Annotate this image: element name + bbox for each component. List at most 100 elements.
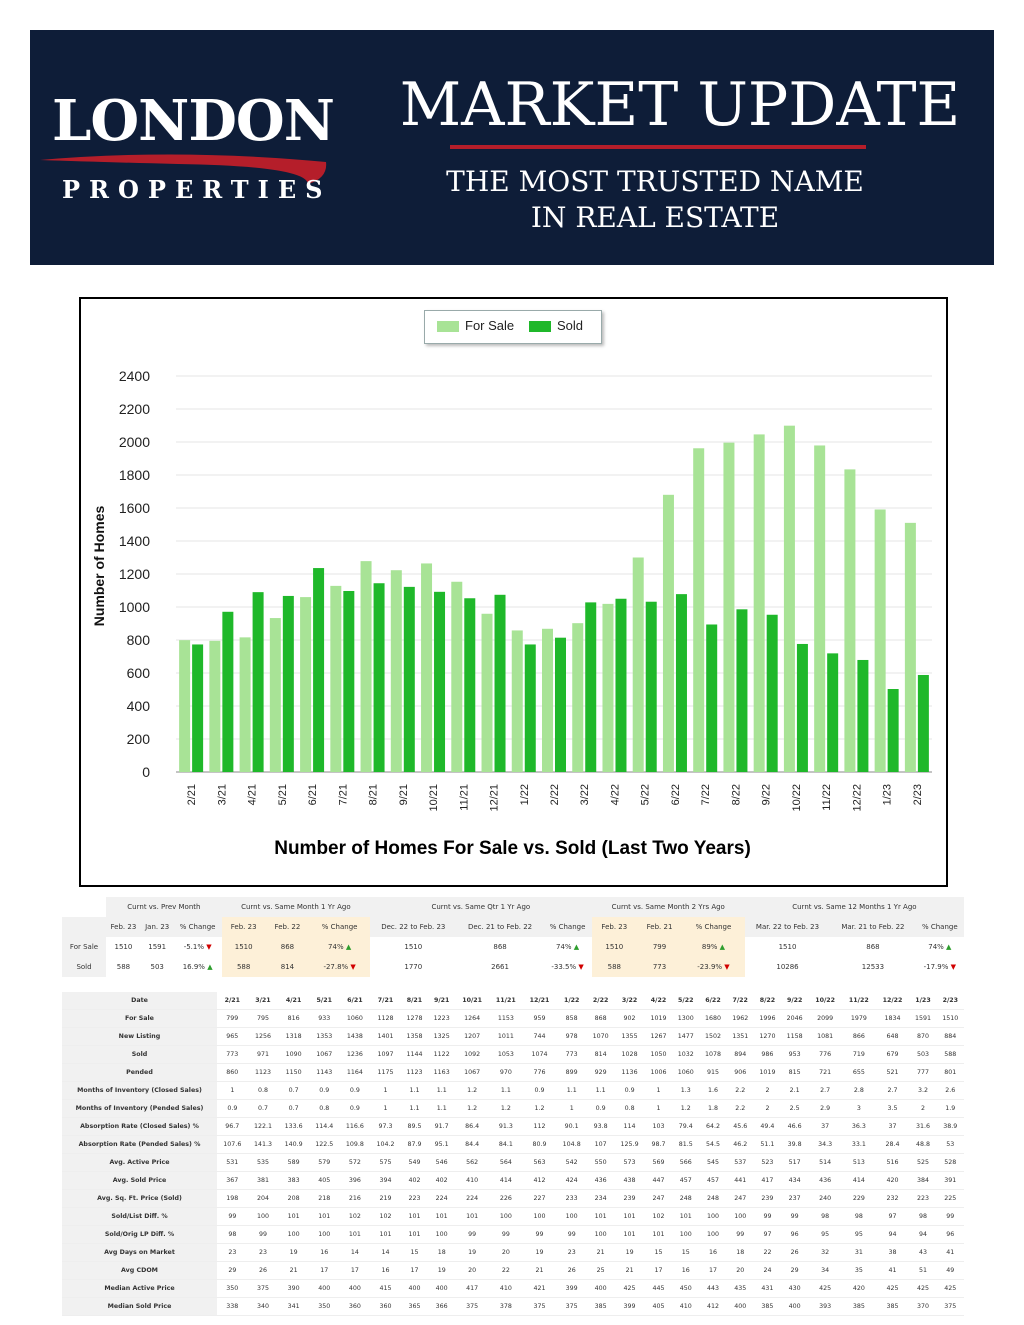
detail-cell: 915 (699, 1063, 727, 1082)
detail-cell: 965 (217, 1027, 248, 1046)
detail-cell: 1150 (278, 1063, 309, 1082)
detail-cell: 31 (841, 1243, 876, 1262)
detail-cell: 385 (841, 1297, 876, 1316)
chart-legend: For Sale Sold (424, 310, 602, 344)
detail-month-header: 11/22 (841, 992, 876, 1010)
detail-cell: 17 (400, 1261, 429, 1280)
detail-cell: 1.1 (587, 1081, 615, 1100)
bar-for-sale (209, 640, 221, 772)
detail-cell: 99 (522, 1225, 557, 1244)
detail-cell: 588 (936, 1045, 964, 1064)
detail-cell: 1050 (644, 1045, 673, 1064)
detail-cell: 978 (556, 1027, 588, 1046)
detail-cell: 929 (587, 1063, 615, 1082)
x-tick-label: 2/23 (912, 784, 924, 805)
legend-label-for-sale: For Sale (465, 318, 515, 333)
detail-cell: 545 (699, 1153, 727, 1172)
detail-cell: 338 (217, 1297, 248, 1316)
bar-sold (343, 590, 355, 772)
detail-cell: 240 (808, 1189, 842, 1208)
detail-cell: 1962 (726, 1009, 754, 1028)
detail-cell: 26 (781, 1243, 809, 1262)
detail-cell: 99 (247, 1225, 279, 1244)
detail-row-label: Avg. Sold Price (62, 1171, 217, 1190)
detail-cell: 816 (278, 1009, 309, 1028)
detail-row: For Sale 799 795 816 933 1060 1128 1278 1223 1264… (62, 1009, 964, 1028)
summary-cell: 16.9% ▲ (174, 957, 222, 977)
detail-cell: 566 (672, 1153, 700, 1172)
detail-cell: 1 (556, 1099, 588, 1118)
bar-for-sale (904, 522, 916, 772)
detail-cell: 116.6 (339, 1117, 371, 1136)
detail-cell: 1502 (699, 1027, 727, 1046)
detail-header-label: Date (62, 992, 217, 1010)
detail-cell: 1 (644, 1099, 673, 1118)
detail-row-label: Sold/List Diff. % (62, 1207, 217, 1226)
detail-row-label: Pended (62, 1063, 217, 1082)
legend-label-sold: Sold (557, 318, 584, 333)
y-tick-label: 2200 (119, 401, 150, 417)
detail-row-label: Avg. Active Price (62, 1153, 217, 1172)
detail-month-header: 10/22 (808, 992, 842, 1010)
detail-cell: 899 (556, 1063, 588, 1082)
detail-cell: 38.9 (936, 1117, 964, 1136)
detail-cell: 563 (522, 1153, 557, 1172)
summary-cell: 74% ▲ (309, 937, 370, 957)
summary-cell: 1510 (745, 937, 830, 957)
logo-swoosh-icon (40, 154, 327, 184)
arrow-up-icon: ▲ (571, 943, 580, 951)
detail-cell: 95 (841, 1225, 876, 1244)
detail-cell: 400 (587, 1279, 615, 1298)
detail-cell: 100 (699, 1207, 727, 1226)
summary-cell-value: 10286 (776, 963, 799, 971)
detail-cell: 114.4 (308, 1117, 340, 1136)
detail-cell: 1.1 (489, 1081, 523, 1100)
detail-cell: 1158 (781, 1027, 809, 1046)
detail-month-header: 12/22 (875, 992, 910, 1010)
summary-cell: 12533 (830, 957, 915, 977)
x-tick-label: 9/22 (761, 784, 773, 805)
arrow-down-icon: ▼ (576, 963, 584, 971)
detail-cell: 45.6 (726, 1117, 754, 1136)
detail-cell: 239 (753, 1189, 782, 1208)
detail-month-header: 1/23 (909, 992, 937, 1010)
detail-cell: 51.1 (753, 1135, 782, 1154)
detail-cell: 103 (644, 1117, 673, 1136)
detail-month-header: 11/21 (489, 992, 523, 1010)
detail-cell: 100 (428, 1225, 456, 1244)
bar-sold (887, 689, 899, 772)
detail-cell: 525 (909, 1153, 937, 1172)
detail-cell: 26 (247, 1261, 279, 1280)
detail-cell: 350 (308, 1297, 340, 1316)
detail-row: Sold/List Diff. % 99 100 101 101 102 102 101 101… (62, 1207, 964, 1226)
detail-cell: 97.3 (370, 1117, 401, 1136)
bar-sold (222, 611, 234, 772)
summary-cell-value: 868 (866, 943, 880, 951)
detail-cell: 1 (370, 1099, 401, 1118)
detail-cell: 0.9 (339, 1099, 371, 1118)
detail-row: Avg. Sold Price 367 381 383 405 396 394 402 402 4… (62, 1171, 964, 1190)
detail-cell: 528 (936, 1153, 964, 1172)
summary-row: Sold 588 503 16.9% ▲ 588 814 -27.8% ▼ 1770 2661 -… (62, 957, 964, 977)
summary-cell: 799 (636, 937, 683, 957)
summary-cell-value: 74% (328, 943, 344, 951)
detail-cell: 101 (400, 1225, 429, 1244)
detail-cell: 383 (278, 1171, 309, 1190)
bar-sold (282, 595, 294, 772)
detail-row-label: Avg. Sq. Ft. Price (Sold) (62, 1189, 217, 1208)
detail-cell: 226 (489, 1189, 523, 1208)
detail-cell: 46.2 (726, 1135, 754, 1154)
detail-cell: 17 (699, 1261, 727, 1280)
detail-cell: 393 (808, 1297, 842, 1316)
detail-cell: 34 (808, 1261, 842, 1280)
detail-cell: 370 (909, 1297, 937, 1316)
bar-for-sale (451, 581, 463, 772)
detail-cell: 902 (614, 1009, 645, 1028)
detail-cell: 38 (875, 1243, 910, 1262)
bar-sold (706, 624, 718, 772)
summary-subheader: Feb. 23 (221, 917, 266, 937)
detail-cell: 425 (875, 1279, 910, 1298)
summary-cell-value: 12533 (861, 963, 885, 971)
detail-cell: 537 (726, 1153, 754, 1172)
detail-cell: 100 (489, 1207, 523, 1226)
